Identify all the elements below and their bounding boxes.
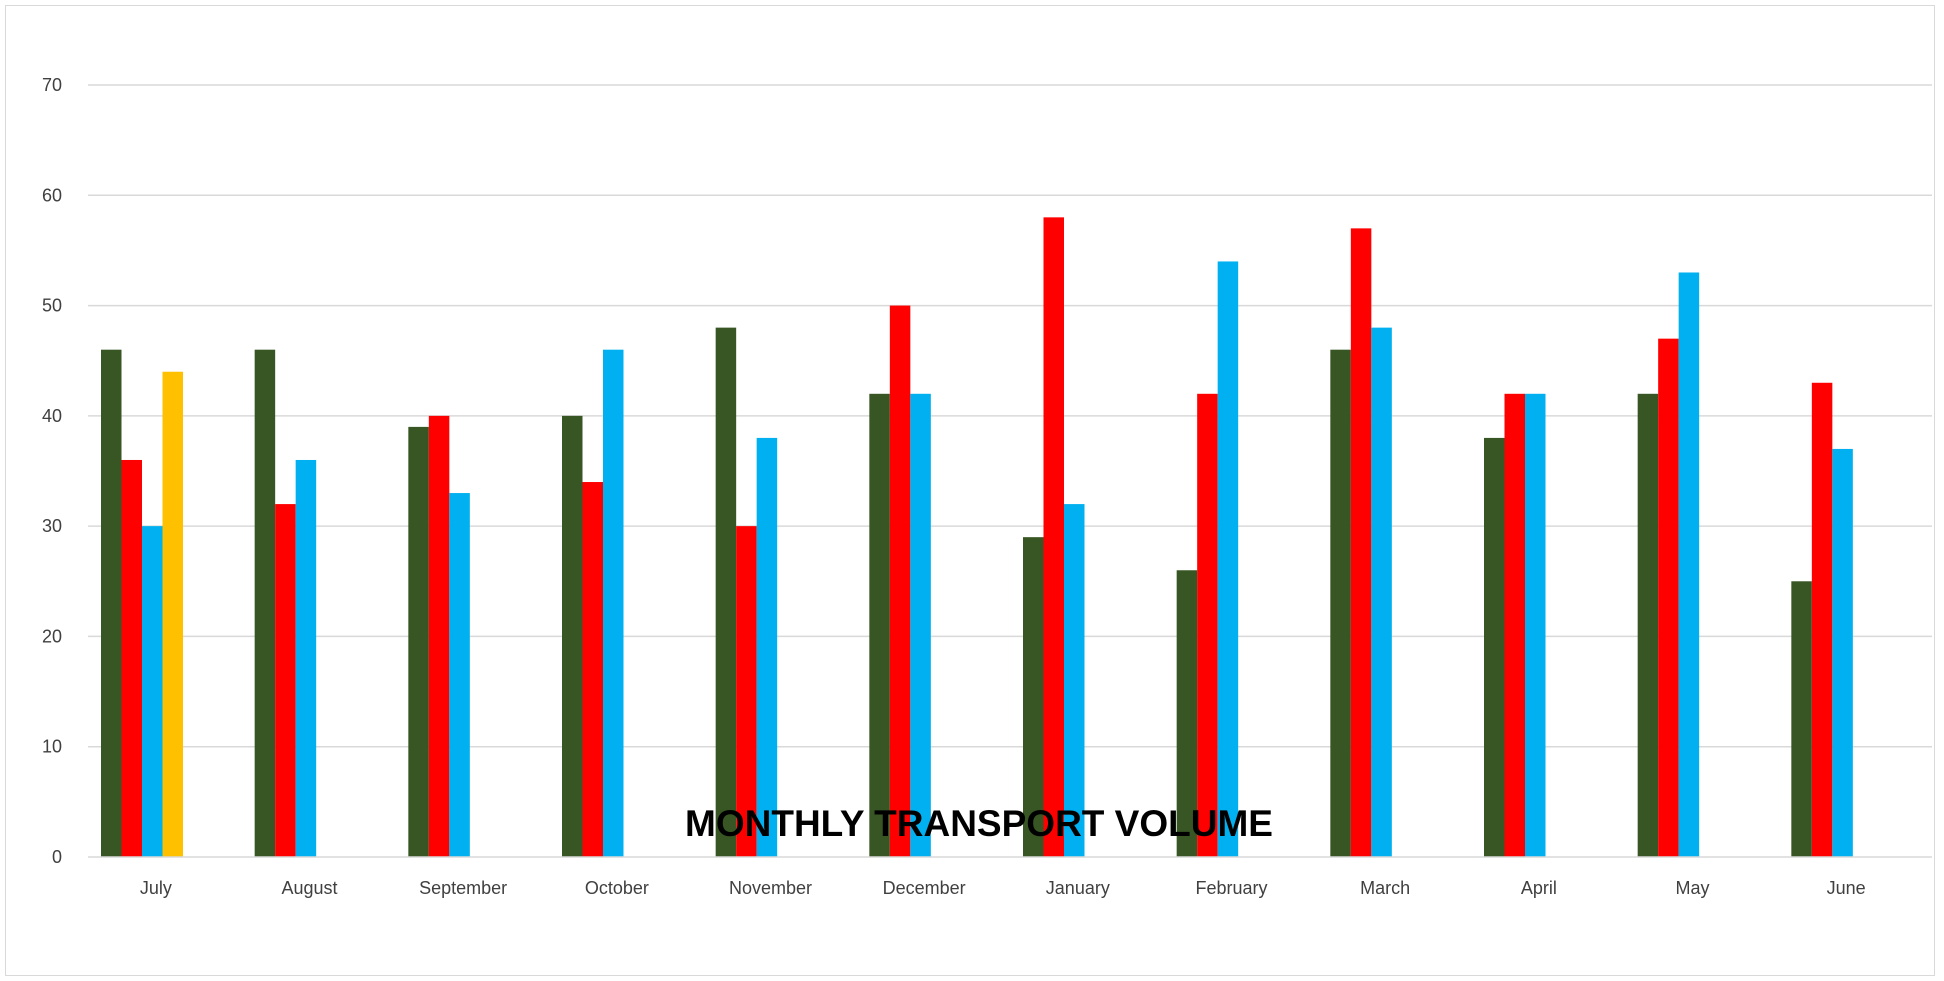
- bar-august-series-3: [295, 459, 317, 857]
- x-tick-label-july: July: [140, 878, 172, 898]
- bar-may-series-1: [1637, 393, 1659, 857]
- y-tick-label: 20: [42, 626, 62, 646]
- bar-november-series-3: [756, 437, 778, 857]
- bar-march-series-2: [1350, 228, 1372, 857]
- y-tick-label: 10: [42, 737, 62, 757]
- bar-july-series-3: [142, 526, 163, 857]
- y-tick-label: 70: [42, 75, 62, 95]
- x-tick-label-september: September: [419, 878, 507, 898]
- bar-march-series-3: [1371, 327, 1392, 858]
- bar-september-series-3: [449, 493, 470, 857]
- bar-january-series-1: [1023, 537, 1044, 857]
- bar-december-series-3: [910, 393, 931, 857]
- bar-august-series-2: [275, 504, 296, 857]
- bar-october-series-3: [603, 349, 624, 857]
- bar-january-series-3: [1064, 504, 1085, 857]
- bar-december-series-2: [889, 305, 911, 858]
- bar-july-series-4: [162, 371, 183, 857]
- bar-february-series-3: [1217, 261, 1239, 857]
- gridlines: [88, 84, 1932, 748]
- x-axis-labels: July August September October November Decemb…: [140, 878, 1866, 898]
- y-tick-label: 60: [42, 185, 62, 205]
- bar-february-series-2: [1197, 393, 1218, 857]
- bar-december-series-1: [869, 393, 890, 857]
- bar-february-series-1: [1176, 570, 1198, 857]
- x-tick-label-november: November: [729, 878, 812, 898]
- y-tick-label: 40: [42, 406, 62, 426]
- x-tick-label-october: October: [585, 878, 649, 898]
- bar-march-series-1: [1330, 349, 1351, 857]
- bar-january-series-2: [1043, 217, 1064, 858]
- bar-september-series-2: [428, 415, 450, 857]
- bar-november-series-2: [736, 526, 757, 857]
- bar-november-series-1: [715, 327, 737, 858]
- bars: [101, 217, 1853, 858]
- bar-september-series-1: [408, 426, 429, 857]
- x-tick-label-march: March: [1360, 878, 1410, 898]
- y-tick-label: 50: [42, 296, 62, 316]
- bar-may-series-2: [1658, 338, 1679, 858]
- x-tick-label-january: January: [1046, 878, 1110, 898]
- x-tick-label-april: April: [1521, 878, 1557, 898]
- x-tick-label-may: May: [1675, 878, 1709, 898]
- bar-june-series-2: [1811, 382, 1833, 857]
- chart-frame: [5, 5, 1935, 976]
- bar-october-series-1: [562, 415, 583, 857]
- bar-may-series-3: [1678, 272, 1700, 857]
- bar-october-series-2: [582, 482, 603, 857]
- x-tick-label-december: December: [883, 878, 966, 898]
- x-tick-label-june: June: [1827, 878, 1866, 898]
- bar-july-series-1: [101, 349, 122, 857]
- y-axis-ticks: 0 10 20 30 40 50 60 70: [42, 75, 62, 867]
- bar-june-series-1: [1791, 581, 1812, 857]
- y-tick-label: 30: [42, 516, 62, 536]
- bar-august-series-1: [254, 349, 276, 857]
- bar-april-series-1: [1484, 437, 1505, 857]
- bar-april-series-3: [1525, 393, 1546, 857]
- x-tick-label-february: February: [1195, 878, 1267, 898]
- y-tick-label: 0: [52, 847, 62, 867]
- chart-title: MONTHLY TRANSPORT VOLUME: [685, 803, 1273, 844]
- x-tick-label-august: August: [281, 878, 337, 898]
- bar-april-series-2: [1504, 393, 1525, 857]
- bar-june-series-3: [1832, 448, 1853, 857]
- bar-july-series-2: [121, 459, 142, 857]
